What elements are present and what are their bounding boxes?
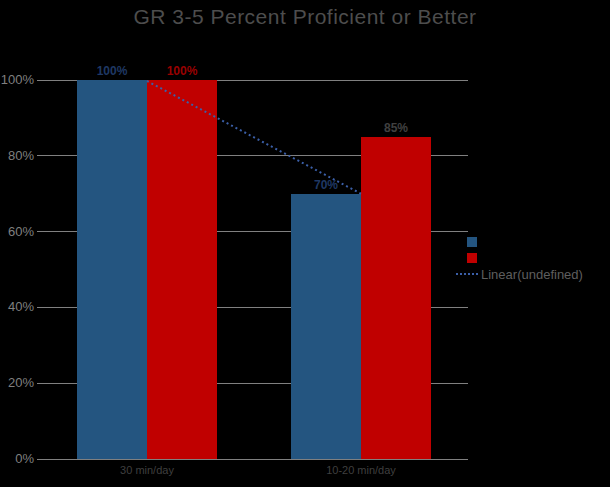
legend-entry	[456, 234, 583, 250]
data-label: 100%	[152, 64, 212, 78]
legend-label: Linear(undefined)	[481, 267, 583, 282]
y-tick-label: 0%	[0, 452, 34, 466]
trendline	[40, 80, 468, 459]
x-category-label: 30 min/day	[72, 464, 222, 476]
x-category-label: 10-20 min/day	[286, 464, 436, 476]
y-tick-label: 20%	[0, 376, 34, 390]
y-tick-label: 80%	[0, 149, 34, 163]
legend-square-swatch	[467, 253, 477, 263]
y-tick-label: 100%	[0, 73, 34, 87]
legend-entry: Linear(undefined)	[456, 266, 583, 282]
chart-title: GR 3-5 Percent Proficient or Better	[0, 5, 610, 29]
y-tick-label: 60%	[0, 225, 34, 239]
legend-dotted-line-swatch	[456, 273, 478, 275]
legend-entry	[456, 250, 583, 266]
legend-square-swatch	[467, 237, 477, 247]
legend: Linear(undefined)	[456, 234, 583, 282]
y-tick-label: 40%	[0, 300, 34, 314]
chart-canvas: GR 3-5 Percent Proficient or Better 100%…	[0, 0, 610, 487]
plot-area: 100%100%70%85%	[40, 80, 468, 459]
data-label: 100%	[82, 64, 142, 78]
